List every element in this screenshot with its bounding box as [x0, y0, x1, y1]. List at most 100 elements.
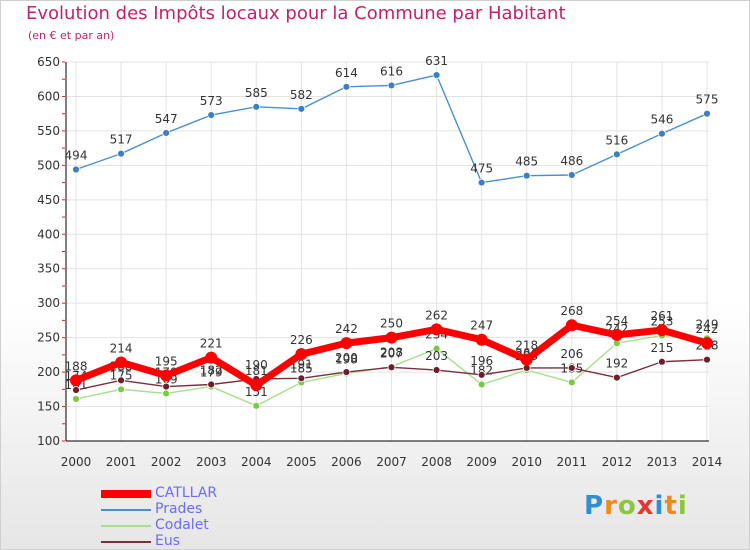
data-point-codalet	[117, 385, 125, 394]
data-label-eus: 215	[650, 341, 673, 355]
data-point-catllar	[655, 324, 668, 337]
data-point-prades	[207, 111, 216, 119]
x-tick-label: 2011	[557, 455, 588, 469]
data-label-codalet: 151	[245, 385, 268, 399]
data-label-codalet: 179	[200, 366, 223, 380]
legend-swatch	[101, 525, 151, 527]
data-label-codalet: 208	[380, 346, 403, 360]
proxiti-logo: Proxiti	[584, 491, 688, 521]
data-label-codalet: 198	[335, 352, 358, 366]
data-point-prades	[297, 104, 306, 113]
data-point-eus	[162, 382, 171, 391]
y-tick-label: 150	[37, 400, 60, 414]
data-label-catllar: 247	[470, 319, 493, 333]
logo-letter: x	[636, 491, 655, 521]
data-label-catllar: 250	[380, 317, 403, 331]
data-point-prades	[567, 171, 576, 179]
data-label-prades: 516	[605, 133, 628, 147]
data-label-prades: 486	[560, 154, 583, 168]
legend-label: CATLLAR	[155, 485, 218, 501]
data-point-codalet	[432, 344, 441, 353]
x-tick-label: 2005	[286, 455, 317, 469]
data-point-prades	[387, 81, 396, 90]
data-label-prades: 546	[650, 113, 673, 127]
data-label-eus: 182	[200, 363, 223, 377]
x-tick-label: 2003	[196, 455, 227, 469]
data-point-eus	[297, 374, 306, 383]
data-label-catllar: 242	[335, 322, 358, 336]
data-point-catllar	[115, 356, 128, 369]
data-label-prades: 631	[425, 54, 448, 68]
data-label-eus: 203	[425, 349, 448, 363]
data-label-catllar: 195	[155, 355, 178, 369]
x-tick-label: 2013	[647, 455, 678, 469]
x-tick-label: 2012	[602, 455, 633, 469]
legend-swatch	[101, 490, 151, 498]
data-point-codalet	[252, 401, 261, 410]
logo-letter: t	[664, 491, 678, 521]
logo-letter: r	[604, 491, 618, 521]
y-tick-label: 650	[37, 55, 60, 69]
data-label-prades: 582	[290, 88, 313, 102]
data-point-catllar	[385, 331, 398, 344]
data-label-prades: 585	[245, 86, 268, 100]
logo-letter: P	[584, 491, 605, 521]
x-tick-label: 2010	[511, 455, 542, 469]
logo-letter: i	[677, 491, 688, 521]
y-tick-label: 600	[37, 89, 60, 103]
x-tick-label: 2014	[692, 455, 723, 469]
data-label-catllar: 261	[650, 309, 673, 323]
y-tick-label: 350	[37, 262, 60, 276]
data-label-codalet: 175	[110, 368, 133, 382]
data-point-prades	[342, 82, 351, 91]
data-label-catllar: 181	[245, 364, 268, 378]
y-tick-label: 550	[37, 124, 60, 138]
data-label-prades: 547	[155, 112, 178, 126]
data-point-eus	[612, 373, 621, 382]
x-tick-label: 2008	[421, 455, 452, 469]
data-label-catllar: 242	[696, 322, 719, 336]
data-point-catllar	[160, 369, 173, 382]
data-label-prades: 494	[65, 148, 88, 162]
data-label-eus: 200	[335, 351, 358, 365]
data-point-catllar	[610, 328, 623, 341]
data-point-catllar	[250, 379, 263, 392]
x-tick-label: 2004	[241, 455, 272, 469]
data-point-catllar	[701, 337, 713, 350]
page-subtitle: (en € et par an)	[28, 29, 115, 42]
data-point-catllar	[205, 351, 218, 364]
data-point-catllar	[295, 348, 308, 361]
y-tick-label: 400	[37, 227, 60, 241]
x-tick-label: 2006	[331, 455, 362, 469]
data-label-eus: 196	[470, 354, 493, 368]
y-tick-label: 300	[37, 296, 60, 310]
data-point-catllar	[565, 319, 578, 332]
data-point-prades	[477, 178, 486, 187]
data-label-catllar: 218	[515, 339, 538, 353]
data-point-eus	[72, 386, 80, 394]
data-point-prades	[432, 71, 441, 79]
data-label-prades: 616	[380, 64, 403, 78]
data-label-codalet: 249	[696, 317, 719, 331]
data-point-eus	[387, 363, 396, 372]
data-label-codalet: 185	[290, 361, 313, 375]
data-point-eus	[342, 368, 351, 376]
data-label-eus: 206	[560, 347, 583, 361]
data-point-prades	[162, 129, 171, 137]
data-point-prades	[72, 165, 80, 174]
data-point-codalet	[567, 378, 576, 387]
data-label-codalet: 253	[650, 315, 673, 329]
legend-label: Codalet	[155, 517, 209, 533]
data-point-catllar	[475, 333, 488, 346]
data-point-codalet	[162, 389, 171, 398]
data-point-codalet	[72, 395, 80, 403]
data-point-eus	[207, 380, 216, 389]
y-tick-label: 100	[37, 434, 60, 448]
y-tick-label: 500	[37, 158, 60, 172]
data-point-eus	[703, 355, 711, 364]
y-tick-label: 250	[37, 331, 60, 345]
data-label-eus: 207	[380, 346, 403, 360]
legend-label: Prades	[155, 501, 203, 517]
